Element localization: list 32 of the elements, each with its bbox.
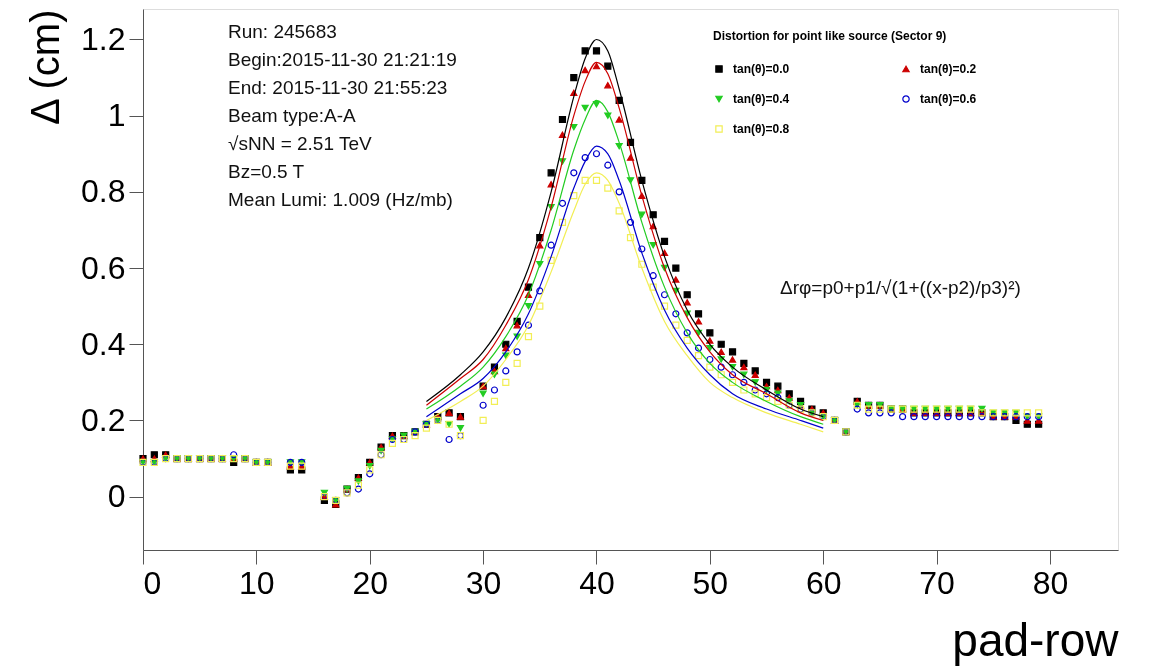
- annotation: Run: 245683: [228, 21, 337, 42]
- legend-label: tan(θ)=0.8: [733, 122, 790, 136]
- legend-label: tan(θ)=0.4: [733, 92, 790, 106]
- legend-label: tan(θ)=0.0: [733, 62, 790, 76]
- annotation: End: 2015-11-30 21:55:23: [228, 77, 448, 98]
- y-tick-label: 0.4: [81, 325, 126, 362]
- x-tick-label: 70: [919, 564, 955, 601]
- x-tick-label: 30: [465, 564, 502, 601]
- x-tick-label: 80: [1032, 564, 1069, 601]
- x-axis-title: pad-row: [952, 613, 1120, 666]
- y-tick-label: 0.6: [81, 249, 126, 286]
- x-tick-label: 60: [805, 564, 842, 601]
- legend-label: tan(θ)=0.6: [920, 92, 977, 106]
- y-tick-label: 0.8: [81, 173, 126, 210]
- annotation: Begin:2015-11-30 21:21:19: [228, 49, 457, 70]
- annotation: Δrφ=p0+p1/√(1+((x-p2)/p3)²): [780, 277, 1021, 298]
- x-tick-label: 50: [692, 564, 729, 601]
- y-tick-label: 1.2: [81, 20, 126, 57]
- y-tick-label: 1: [107, 97, 126, 134]
- x-tick-label: 0: [143, 564, 162, 601]
- x-tick-label: 20: [352, 564, 389, 601]
- annotation: Mean Lumi: 1.009 (Hz/mb): [228, 189, 453, 210]
- annotation: √sNN = 2.51 TeV: [228, 133, 373, 154]
- annotation: Beam type:A-A: [228, 105, 357, 126]
- annotation: Bz=0.5 T: [228, 161, 305, 182]
- legend-title: Distortion for point like source (Sector 9): [713, 29, 947, 43]
- y-axis-title: Δ (cm): [23, 9, 68, 126]
- y-tick-label: 0: [107, 478, 126, 515]
- x-tick-label: 10: [239, 564, 275, 601]
- x-tick-label: 40: [579, 564, 615, 601]
- y-tick-label: 0.2: [81, 401, 126, 438]
- legend-label: tan(θ)=0.2: [920, 62, 977, 76]
